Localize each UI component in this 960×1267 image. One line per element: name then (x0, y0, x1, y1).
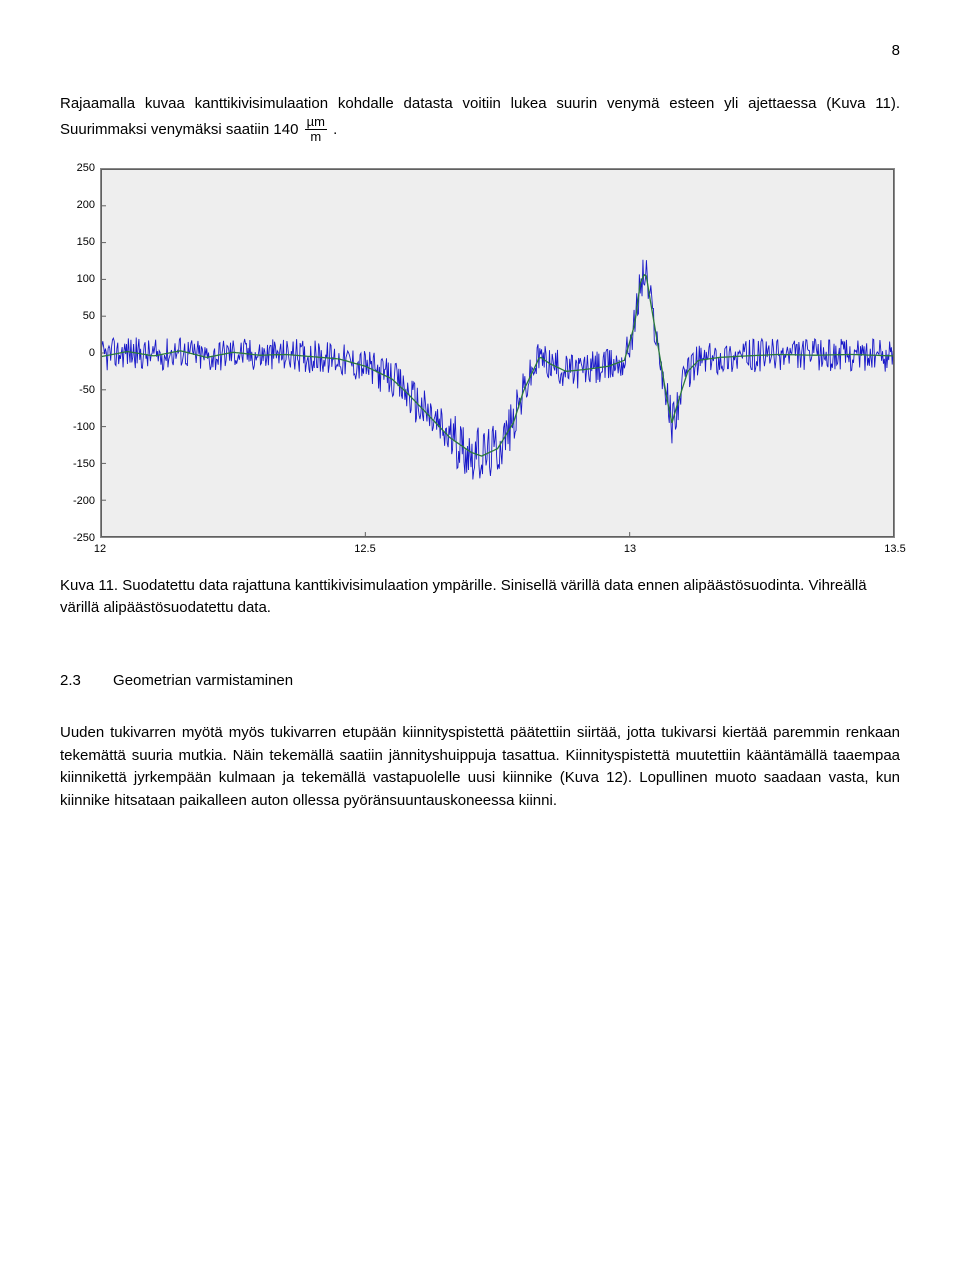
para1-text-a: Rajaamalla kuvaa kanttikivisimulaation k… (60, 95, 900, 138)
x-tick-label: 12.5 (354, 541, 375, 558)
y-tick-label: 50 (60, 307, 95, 324)
x-tick-label: 13.5 (884, 541, 905, 558)
x-tick-label: 12 (94, 541, 106, 558)
y-tick-label: 100 (60, 270, 95, 287)
y-tick-label: -150 (60, 455, 95, 472)
paragraph-1: Rajaamalla kuvaa kanttikivisimulaation k… (60, 93, 900, 145)
y-tick-label: 200 (60, 196, 95, 213)
figure-caption: Kuva 11. Suodatettu data rajattuna kantt… (60, 575, 900, 620)
section-number: 2.3 (60, 670, 81, 693)
chart-plot-area (100, 168, 895, 538)
y-tick-label: -200 (60, 492, 95, 509)
y-tick-label: 0 (60, 344, 95, 361)
y-tick-label: 150 (60, 233, 95, 250)
section-heading: 2.3 Geometrian varmistaminen (60, 670, 900, 693)
y-tick-label: -100 (60, 418, 95, 435)
x-tick-label: 13 (624, 541, 636, 558)
chart-svg (101, 169, 894, 537)
para1-formula: 140 µm m (273, 121, 333, 138)
para1-unit-den: m (305, 130, 327, 144)
strain-chart: -250-200-150-100-500501001502002501212.5… (60, 163, 900, 563)
para1-unit-num: µm (305, 115, 327, 130)
y-tick-label: -250 (60, 529, 95, 546)
para1-end: . (333, 121, 337, 138)
paragraph-2: Uuden tukivarren myötä myös tukivarren e… (60, 722, 900, 812)
para1-fraction: µm m (305, 115, 327, 145)
section-title: Geometrian varmistaminen (113, 672, 293, 689)
y-tick-label: -50 (60, 381, 95, 398)
para1-value: 140 (273, 121, 298, 138)
page-number: 8 (60, 40, 900, 63)
y-tick-label: 250 (60, 159, 95, 176)
